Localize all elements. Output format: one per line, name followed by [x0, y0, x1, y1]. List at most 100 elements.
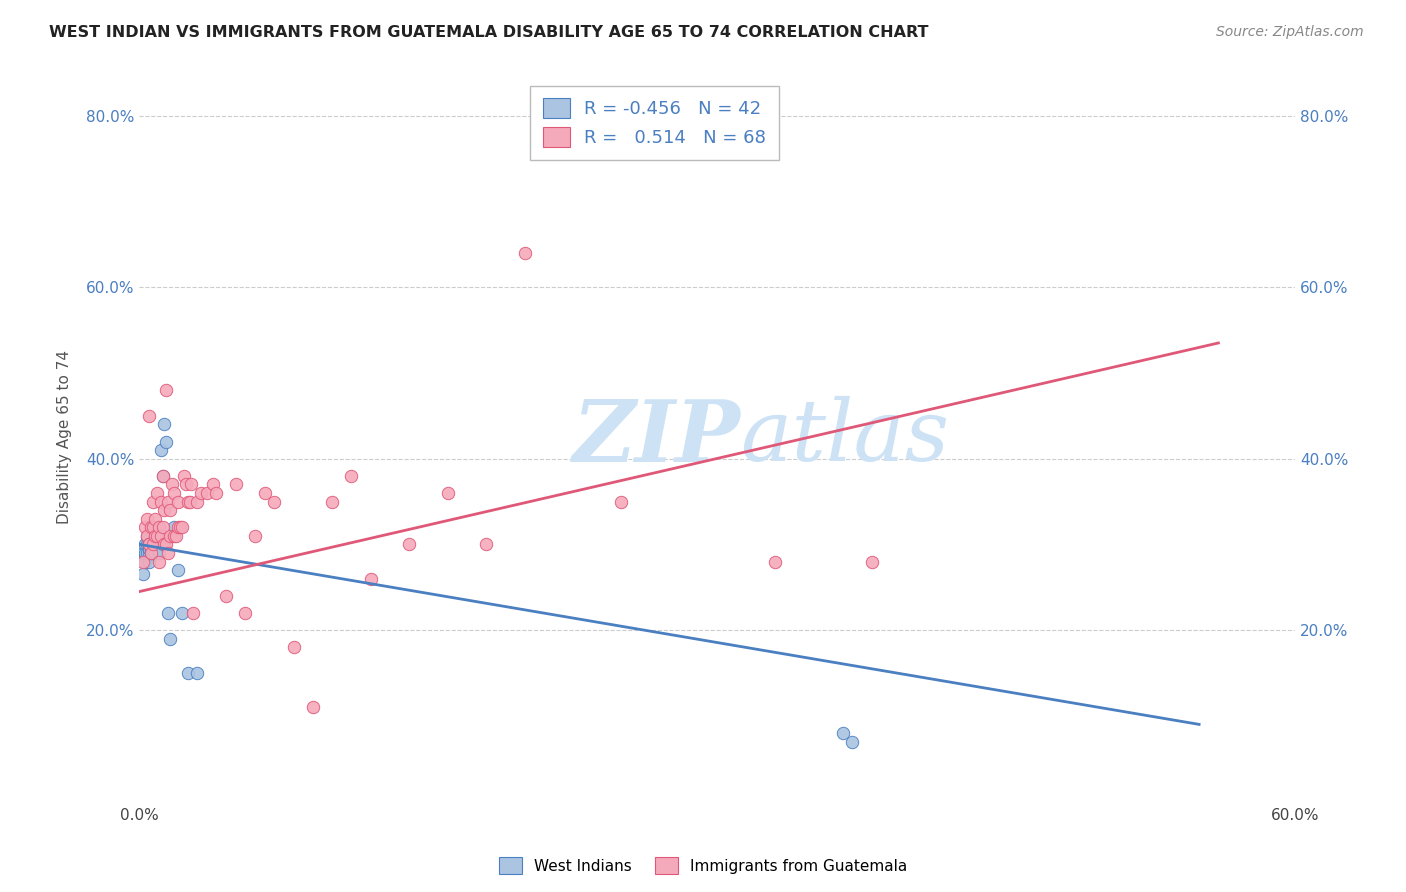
Point	[253, 486, 276, 500]
Point	[152, 468, 174, 483]
Point	[152, 468, 174, 483]
Point	[860, 555, 883, 569]
Point	[138, 537, 160, 551]
Point	[146, 529, 169, 543]
Point	[132, 567, 155, 582]
Point	[139, 537, 162, 551]
Point	[205, 486, 228, 500]
Point	[142, 537, 165, 551]
Point	[243, 529, 266, 543]
Point	[131, 541, 153, 556]
Point	[153, 417, 176, 432]
Point	[152, 537, 174, 551]
Legend: West Indians, Immigrants from Guatemala: West Indians, Immigrants from Guatemala	[492, 851, 914, 880]
Point	[142, 520, 165, 534]
Point	[340, 468, 363, 483]
Point	[138, 409, 160, 423]
Point	[138, 546, 160, 560]
Point	[179, 494, 201, 508]
Point	[142, 494, 165, 508]
Point	[159, 632, 181, 646]
Point	[263, 494, 285, 508]
Point	[134, 555, 156, 569]
Point	[136, 546, 159, 560]
Y-axis label: Disability Age 65 to 74: Disability Age 65 to 74	[58, 351, 72, 524]
Point	[143, 546, 166, 560]
Point	[169, 520, 191, 534]
Point	[167, 520, 190, 534]
Point	[136, 537, 159, 551]
Point	[132, 555, 155, 569]
Point	[360, 572, 382, 586]
Point	[763, 555, 786, 569]
Point	[157, 546, 180, 560]
Point	[138, 541, 160, 556]
Point	[142, 537, 165, 551]
Point	[475, 537, 498, 551]
Point	[155, 434, 177, 449]
Point	[143, 529, 166, 543]
Point	[174, 477, 197, 491]
Point	[321, 494, 343, 508]
Point	[841, 734, 863, 748]
Point	[173, 468, 195, 483]
Text: Source: ZipAtlas.com: Source: ZipAtlas.com	[1216, 25, 1364, 39]
Point	[190, 486, 212, 500]
Point	[170, 520, 193, 534]
Point	[160, 477, 183, 491]
Point	[138, 537, 160, 551]
Point	[513, 246, 536, 260]
Point	[398, 537, 420, 551]
Point	[201, 477, 224, 491]
Point	[155, 383, 177, 397]
Point	[134, 520, 156, 534]
Point	[148, 529, 170, 543]
Point	[142, 520, 165, 534]
Point	[186, 665, 208, 680]
Point	[134, 550, 156, 565]
Point	[436, 486, 458, 500]
Point	[138, 555, 160, 569]
Text: WEST INDIAN VS IMMIGRANTS FROM GUATEMALA DISABILITY AGE 65 TO 74 CORRELATION CHA: WEST INDIAN VS IMMIGRANTS FROM GUATEMALA…	[49, 25, 929, 40]
Point	[146, 486, 169, 500]
Point	[186, 494, 208, 508]
Point	[235, 606, 257, 620]
Point	[134, 537, 156, 551]
Point	[139, 541, 162, 556]
Point	[167, 494, 190, 508]
Point	[153, 503, 176, 517]
Point	[159, 529, 181, 543]
Point	[176, 665, 198, 680]
Point	[183, 606, 205, 620]
Point	[148, 555, 170, 569]
Point	[165, 529, 187, 543]
Point	[143, 511, 166, 525]
Point	[139, 520, 162, 534]
Point	[146, 537, 169, 551]
Point	[159, 503, 181, 517]
Point	[148, 520, 170, 534]
Point	[167, 563, 190, 577]
Point	[195, 486, 218, 500]
Point	[176, 494, 198, 508]
Point	[157, 494, 180, 508]
Point	[139, 546, 162, 560]
Point	[134, 546, 156, 560]
Point	[163, 486, 186, 500]
Point	[142, 546, 165, 560]
Point	[138, 537, 160, 551]
Text: ZIP: ZIP	[572, 395, 741, 479]
Point	[149, 443, 172, 458]
Point	[149, 494, 172, 508]
Point	[143, 529, 166, 543]
Point	[136, 511, 159, 525]
Point	[139, 546, 162, 560]
Point	[146, 529, 169, 543]
Point	[170, 606, 193, 620]
Point	[132, 546, 155, 560]
Point	[301, 700, 323, 714]
Point	[149, 529, 172, 543]
Point	[136, 529, 159, 543]
Point	[148, 520, 170, 534]
Point	[153, 537, 176, 551]
